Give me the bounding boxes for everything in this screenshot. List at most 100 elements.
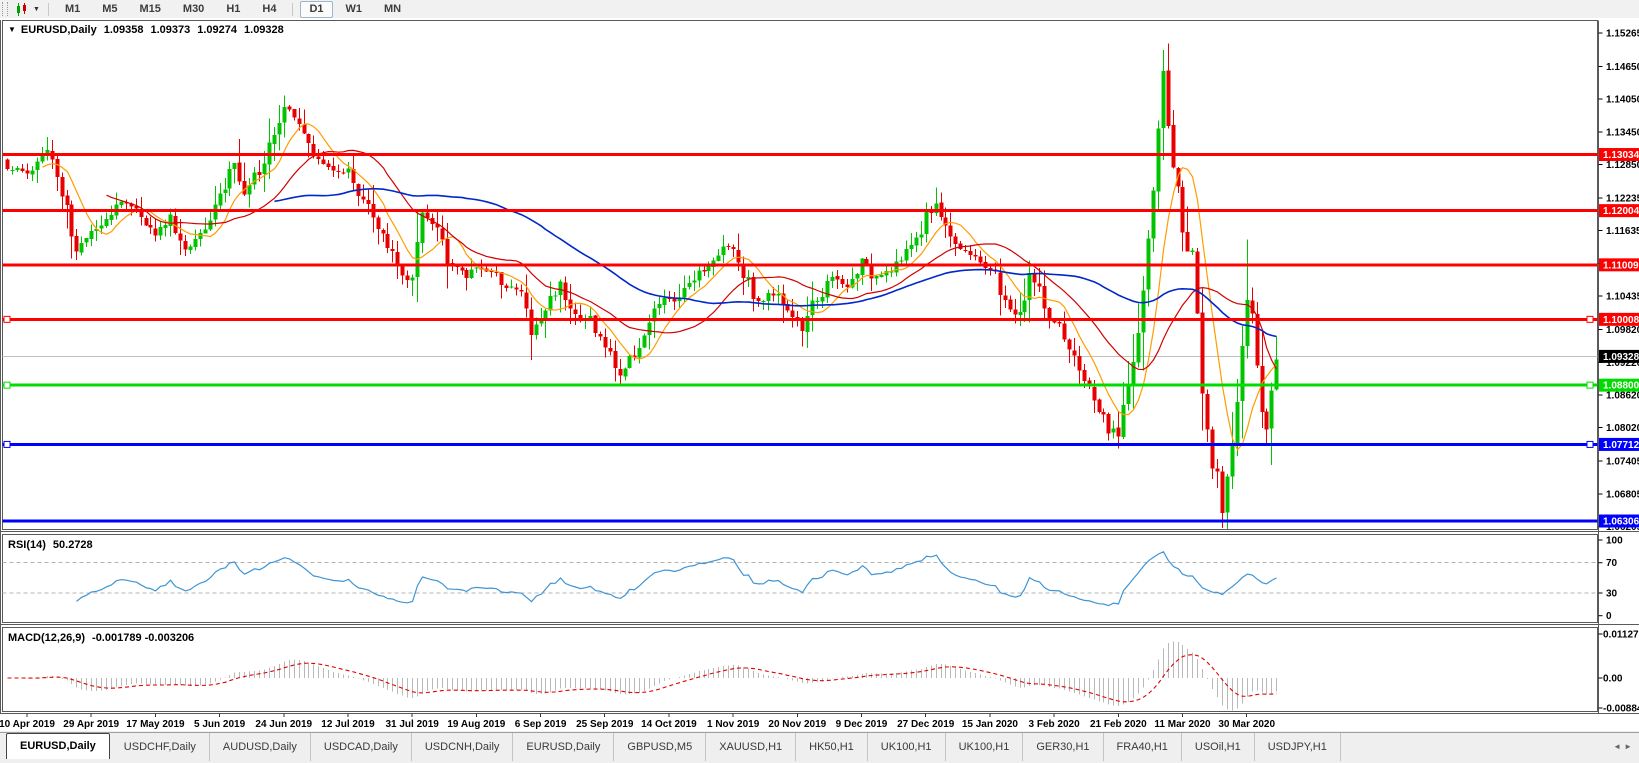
candle-body (1027, 273, 1032, 301)
toolbar-separator (292, 2, 294, 16)
chevron-down-icon: ▼ (33, 5, 40, 13)
candle-body (642, 335, 647, 348)
candle-body (963, 250, 968, 252)
chart-tab[interactable]: USDCNH,Daily (412, 733, 514, 761)
candle-body (1161, 71, 1166, 129)
candle-body (820, 297, 825, 302)
chart-tab[interactable]: EURUSD,Daily (513, 733, 615, 761)
date-axis-label: 29 Apr 2019 (63, 719, 119, 730)
candle-body (860, 258, 865, 276)
rsi-axis-tick-label: 100 (1606, 536, 1623, 547)
candle-body (899, 260, 904, 262)
line-handle-right[interactable] (1586, 381, 1594, 389)
candle-body (153, 228, 158, 236)
candle-body (1136, 333, 1141, 363)
candle-body (894, 261, 899, 273)
rsi-axis-tick-label: 30 (1606, 588, 1618, 599)
chart-tab[interactable]: XAUUSD,H1 (706, 733, 797, 761)
candle-body (272, 135, 277, 144)
candle-body (40, 153, 45, 162)
chart-tab[interactable]: GBPUSD,M5 (614, 733, 707, 761)
candle-body (731, 247, 736, 250)
chart-tab[interactable]: AUDUSD,Daily (210, 733, 311, 761)
price-axis-tick-label: 1.08620 (1606, 390, 1639, 401)
candle-body (726, 245, 731, 247)
price-axis-tick-label: 1.11635 (1606, 226, 1639, 237)
line-handle-right[interactable] (1586, 315, 1594, 323)
price-tag-label: 1.13034 (1603, 150, 1639, 161)
timeframe-button-d1[interactable]: D1 (300, 0, 333, 18)
main-price-pane (2, 20, 1598, 530)
chart-tab[interactable]: GER30,H1 (1023, 733, 1104, 761)
timeframe-button-m1[interactable]: M1 (64, 2, 81, 15)
candle-body (914, 237, 919, 246)
candle-body (306, 134, 311, 143)
candle-body (623, 368, 628, 377)
line-handle-left[interactable] (3, 381, 11, 389)
candle-body (390, 248, 395, 251)
candle-body (74, 235, 79, 252)
candle-body (89, 230, 94, 240)
line-handle-right[interactable] (1586, 440, 1594, 448)
candle-body (637, 348, 642, 358)
chart-type-button[interactable]: ▼ (12, 1, 43, 17)
candle-body (514, 287, 519, 290)
toolbar-grip[interactable] (2, 2, 8, 16)
candle-body (1274, 359, 1279, 390)
chart-tab-active[interactable]: EURUSD,Daily (6, 733, 110, 759)
timeframe-button-m30[interactable]: M30 (182, 2, 205, 15)
line-handle-left[interactable] (3, 440, 11, 448)
macd-indicator-name: MACD(12,26,9) (8, 632, 86, 644)
candle-body (1264, 411, 1269, 430)
candle-body (1215, 468, 1220, 472)
timeframe-button-mn[interactable]: MN (384, 2, 402, 15)
chart-tab[interactable]: UK100,H1 (946, 733, 1024, 761)
chart-tab[interactable]: FRA40,H1 (1104, 733, 1182, 761)
candle-body (919, 234, 924, 238)
candle-body (287, 106, 292, 110)
chart-tab[interactable]: USDCAD,Daily (311, 733, 412, 761)
tab-scroll-left-icon[interactable]: ◄ (1613, 742, 1625, 751)
candle-body (1141, 290, 1146, 333)
candle-body (440, 228, 445, 240)
candle-body (1052, 320, 1057, 323)
candle-body (198, 233, 203, 239)
candle-body (840, 279, 845, 285)
timeframe-button-w1[interactable]: W1 (345, 2, 363, 15)
chart-tab[interactable]: USDCHF,Daily (111, 733, 210, 761)
chart-tab[interactable]: HK50,H1 (796, 733, 868, 761)
candle-body (1200, 312, 1205, 394)
candle-body (1235, 402, 1240, 445)
candle-body (1260, 366, 1265, 413)
candle-body (968, 251, 973, 256)
candle-body (420, 212, 425, 244)
date-axis-label: 14 Oct 2019 (641, 719, 697, 730)
candle-body (410, 277, 415, 281)
candle-body (60, 177, 65, 197)
timeframe-button-m15[interactable]: M15 (139, 2, 161, 15)
chart-tab[interactable]: USDJPY,H1 (1255, 733, 1341, 761)
candle-body (1013, 309, 1018, 315)
candle-body (632, 355, 637, 358)
tab-scroll-right-icon[interactable]: ► (1624, 742, 1635, 751)
candle-body (543, 310, 548, 321)
rsi-axis-tick-label: 0 (1606, 611, 1612, 622)
chart-tab[interactable]: UK100,H1 (868, 733, 946, 761)
price-tag-label: 1.12004 (1603, 206, 1639, 217)
ohlc-low: 1.09274 (197, 24, 238, 36)
line-handle-left[interactable] (3, 315, 11, 323)
tab-scroll-arrows[interactable]: ◄► (1613, 742, 1635, 751)
candle-body (232, 163, 237, 170)
candle-body (598, 333, 603, 337)
chart-canvas[interactable]: 1.15265 1.14650 1.14050 1.13450 1.12850 1.122… (0, 18, 1639, 731)
candle-body (331, 165, 336, 171)
candle-body (173, 215, 178, 234)
candle-body (934, 203, 939, 214)
timeframe-button-h4[interactable]: H4 (262, 2, 277, 15)
timeframe-button-m5[interactable]: M5 (102, 2, 118, 15)
timeframe-button-h1[interactable]: H1 (226, 2, 241, 15)
candle-body (15, 168, 20, 171)
chart-tab[interactable]: USOil,H1 (1182, 733, 1255, 761)
date-axis-label: 11 Mar 2020 (1154, 719, 1211, 730)
candle-body (1195, 251, 1200, 314)
